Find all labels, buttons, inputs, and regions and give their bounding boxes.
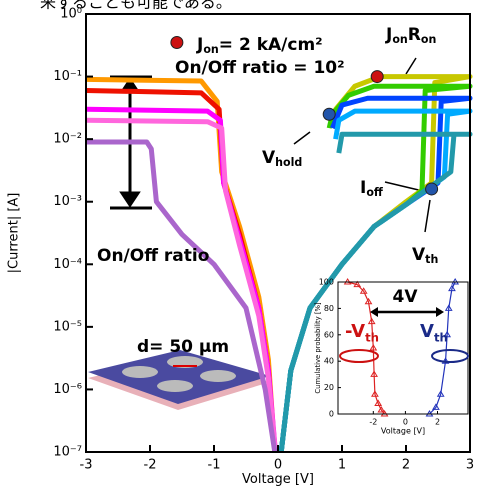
x-tick-label: 2 [435, 418, 440, 427]
annotation-text: 4V [393, 287, 419, 307]
annotation-text: On/Off ratio = 10² [175, 58, 345, 78]
annotation: On/Off ratio [97, 246, 209, 266]
point-marker [371, 71, 383, 83]
annotation-subscript: on [421, 33, 436, 46]
annotation-text: -V [345, 321, 365, 342]
annotation-text: = 2 kA/cm² [219, 35, 323, 55]
annotation-text: d= 50 µm [137, 337, 229, 357]
y-tick-label: 100 [319, 278, 334, 287]
point-marker [323, 108, 335, 120]
annotation-text: V [262, 148, 276, 168]
x-tick-label: 2 [402, 458, 410, 473]
annotation-text: J [385, 25, 392, 45]
y-tick-label: 60 [324, 330, 334, 339]
y-tick-label: 20 [324, 383, 334, 392]
x-tick-label: 1 [338, 458, 346, 473]
y-axis-label: |Current| [A] [7, 193, 22, 274]
annotation: On/Off ratio = 10² [175, 58, 345, 78]
x-tick-label: 3 [466, 458, 474, 473]
x-tick-label: -1 [208, 458, 221, 473]
annotation: JonRon [385, 25, 436, 46]
annotation: d= 50 µm [137, 337, 229, 357]
x-tick-label: 0 [403, 418, 408, 427]
point-marker [426, 183, 438, 195]
annotation-subscript: off [366, 186, 384, 199]
annotation: 4V [393, 287, 419, 307]
annotation-subscript: hold [275, 156, 302, 169]
y-tick-label: 10⁻⁶ [53, 382, 82, 397]
annotation-text: R [408, 25, 421, 45]
x-axis-label: Voltage [V] [242, 472, 314, 487]
annotation-text: V [412, 245, 426, 265]
annotation: Vth [412, 245, 438, 266]
annotation-text: J [196, 35, 203, 55]
annotation: Vhold [262, 148, 302, 169]
annotation-subscript: th [365, 330, 379, 344]
annotation-text: V [420, 321, 434, 342]
y-tick-label: 10⁻⁵ [53, 319, 82, 334]
annotation-subscript: th [425, 253, 438, 266]
x-tick-label: 0 [274, 458, 282, 473]
annotation-subscript: on [203, 43, 218, 56]
y-tick-label: 0 [329, 410, 334, 419]
y-tick-label: 10⁻³ [53, 194, 82, 209]
y-tick-label: 80 [324, 304, 334, 313]
y-tick-label: 10⁻⁷ [53, 445, 82, 460]
point-marker [171, 37, 183, 49]
annotation-text: On/Off ratio [97, 246, 209, 266]
annotation: Ioff [360, 178, 384, 199]
y-tick-label: 10⁻² [53, 132, 82, 147]
y-axis-label: Cumulative probability [%] [314, 302, 322, 393]
x-tick-label: -2 [144, 458, 157, 473]
y-tick-label: 10⁰ [60, 7, 82, 22]
x-tick-label: -3 [80, 458, 93, 473]
annotation: Jon= 2 kA/cm² [196, 35, 323, 56]
y-tick-label: 40 [324, 357, 334, 366]
y-tick-label: 10⁻¹ [53, 69, 82, 84]
device-illustration [88, 350, 270, 410]
annotation-subscript: th [434, 330, 448, 344]
x-axis-label: Voltage [V] [381, 426, 425, 435]
x-tick-label: -2 [369, 418, 377, 427]
annotation-subscript: on [392, 33, 407, 46]
y-tick-label: 10⁻⁴ [53, 257, 82, 272]
figure: 来することも可能である。 -3-2-1012310⁻⁷10⁻⁶10⁻⁵10⁻⁴1… [0, 0, 481, 498]
